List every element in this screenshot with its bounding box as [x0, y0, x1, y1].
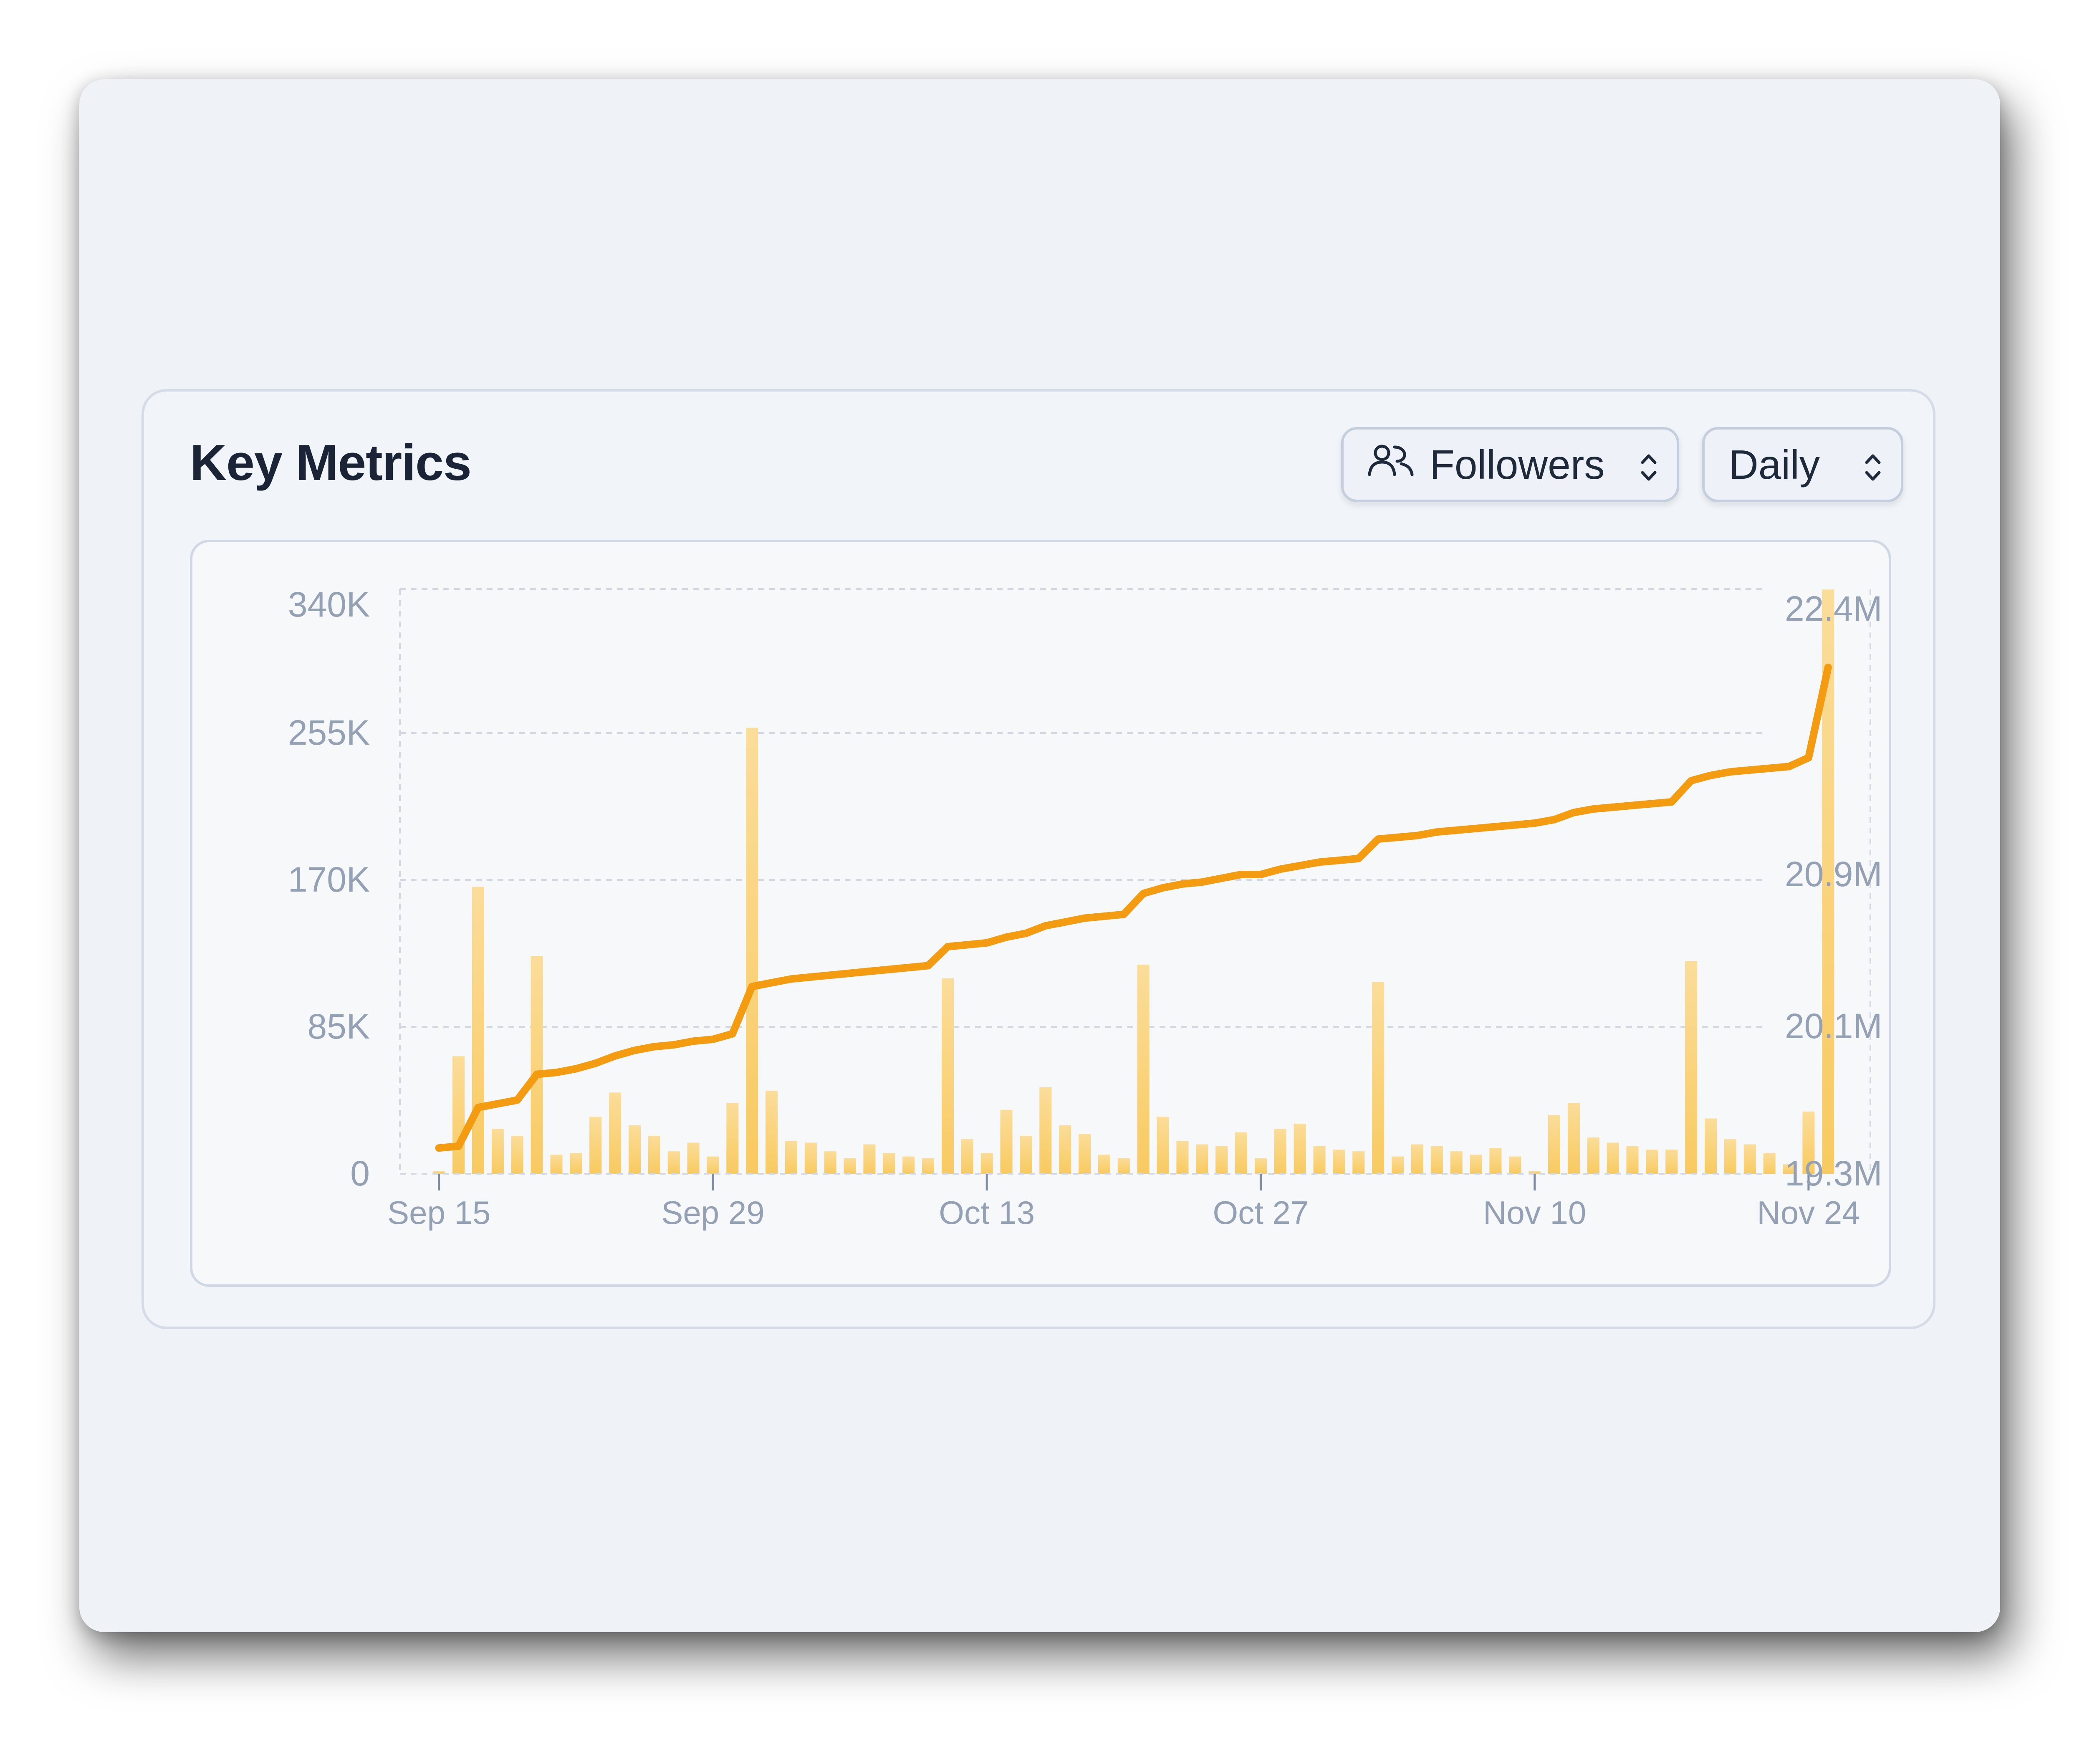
bar [766, 1091, 778, 1174]
bar [550, 1155, 563, 1174]
bar [1626, 1146, 1639, 1174]
bar [1607, 1142, 1619, 1174]
bar [746, 728, 758, 1174]
bar [1117, 1158, 1130, 1174]
bar [941, 978, 954, 1174]
bar [1646, 1150, 1658, 1174]
chevron-updown-icon [1639, 448, 1658, 495]
bar [1215, 1146, 1228, 1174]
bar [1196, 1144, 1208, 1174]
bar [1313, 1146, 1326, 1174]
right-axis-label: 22.4M [1785, 589, 1882, 628]
bar [922, 1158, 935, 1174]
bar [961, 1139, 973, 1174]
x-tick-label: Oct 13 [939, 1194, 1035, 1231]
bar [1254, 1158, 1267, 1174]
bar [1548, 1115, 1561, 1174]
key-metrics-card: Key Metrics Followers Daily [141, 389, 1935, 1329]
bar [1724, 1139, 1736, 1174]
bar [844, 1158, 856, 1174]
right-axis-label: 19.3M [1785, 1154, 1882, 1193]
bar [667, 1151, 680, 1174]
chevron-updown-icon [1863, 448, 1882, 495]
bar [511, 1135, 523, 1174]
bar [1392, 1156, 1404, 1174]
bar [687, 1142, 700, 1174]
bar [883, 1153, 895, 1174]
bar [1157, 1117, 1169, 1174]
bar [824, 1151, 836, 1174]
bar [531, 956, 543, 1174]
bar [1235, 1132, 1248, 1174]
bar [1704, 1118, 1717, 1174]
period-select-label: Daily [1729, 441, 1820, 488]
bar [1489, 1147, 1502, 1174]
period-select[interactable]: Daily [1702, 427, 1903, 502]
metric-select-label: Followers [1430, 441, 1605, 488]
bar [433, 1171, 445, 1174]
bar [609, 1092, 622, 1174]
bar [570, 1153, 582, 1174]
bar [1079, 1134, 1091, 1174]
left-axis-label: 170K [288, 860, 370, 899]
bar [472, 887, 485, 1174]
bar [785, 1141, 797, 1174]
bar [1587, 1137, 1599, 1174]
bar [1529, 1171, 1541, 1174]
followers-total-line [435, 663, 1832, 1152]
bar [491, 1129, 504, 1174]
bar [1450, 1151, 1463, 1174]
bar [1685, 961, 1698, 1174]
right-axis-label: 20.1M [1785, 1006, 1882, 1046]
bar [1274, 1129, 1286, 1174]
bar [1763, 1153, 1776, 1174]
metric-select[interactable]: Followers [1341, 427, 1679, 502]
bar [1509, 1156, 1521, 1174]
bar [863, 1144, 876, 1174]
bar [1567, 1103, 1580, 1174]
bar [1783, 1164, 1795, 1174]
x-tick-label: Nov 24 [1757, 1194, 1860, 1231]
bar [648, 1135, 660, 1174]
right-axis-label: 20.9M [1785, 854, 1882, 894]
x-tick-label: Oct 27 [1213, 1194, 1309, 1231]
bar [589, 1117, 602, 1174]
bar [1372, 982, 1385, 1174]
bar [628, 1125, 641, 1174]
bar [726, 1103, 739, 1174]
followers-chart: Sep 15 Sep 29 Oct 13 Oct 27 Nov 10 Nov 24 0 85K… [288, 585, 1882, 1231]
bar [1020, 1135, 1032, 1174]
app-window: Key Metrics Followers Daily [79, 79, 2000, 1632]
users-icon [1367, 441, 1415, 488]
left-axis-label: 0 [350, 1154, 370, 1193]
bar [1294, 1123, 1306, 1174]
bar [1743, 1144, 1756, 1174]
bar [1430, 1146, 1443, 1174]
bar [452, 1056, 465, 1174]
bar [1039, 1087, 1052, 1174]
bar [1665, 1150, 1678, 1174]
bar [1000, 1109, 1013, 1174]
chart-panel: Sep 15 Sep 29 Oct 13 Oct 27 Nov 10 Nov 24 0 85K… [190, 540, 1891, 1287]
bar [1176, 1141, 1189, 1174]
left-axis-label: 85K [308, 1007, 370, 1046]
bar [902, 1156, 915, 1174]
left-axis-label: 340K [288, 585, 370, 624]
bar [1411, 1144, 1423, 1174]
left-axis-label: 255K [288, 713, 370, 752]
x-tick-label: Sep 29 [661, 1194, 764, 1231]
bar [1098, 1155, 1110, 1174]
bar [707, 1156, 719, 1174]
x-tick-label: Nov 10 [1483, 1194, 1586, 1231]
bar [804, 1142, 817, 1174]
x-tick-label: Sep 15 [387, 1194, 490, 1231]
bar [1059, 1125, 1071, 1174]
bar [1470, 1155, 1482, 1174]
bar [980, 1153, 993, 1174]
card-title: Key Metrics [190, 434, 472, 491]
bar [1137, 964, 1150, 1174]
bar [1352, 1151, 1365, 1174]
bar [1802, 1111, 1815, 1174]
bar [1333, 1150, 1345, 1174]
